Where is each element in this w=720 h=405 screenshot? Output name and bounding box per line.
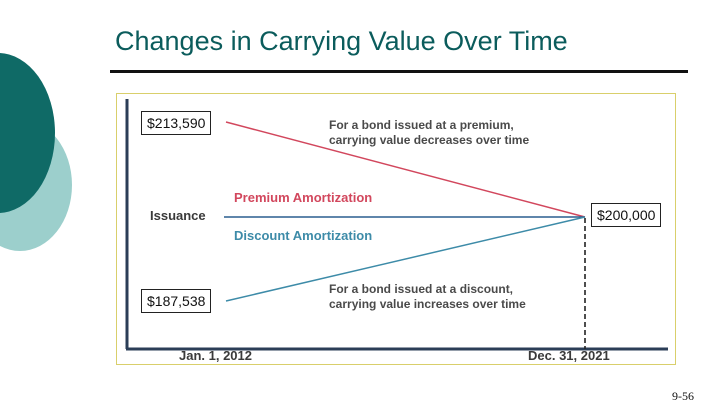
carrying-value-diagram: Issuance Premium Amortization Discount A… [125,99,668,363]
page-number: 9-56 [672,389,694,403]
premium-start-value-box: $213,590 [141,111,212,135]
premium-amortization-label: Premium Amortization [234,190,372,205]
discount-note-line2: carrying value increases over time [329,297,526,311]
diagram-frame [116,93,676,365]
page-title: Changes in Carrying Value Over Time [115,26,568,56]
title-divider [110,70,688,73]
discount-amortization-label: Discount Amortization [234,228,372,243]
discount-amortization-line [225,216,586,302]
premium-note-line1: For a bond issued at a premium, [329,118,514,132]
premium-amortization-line [225,121,586,218]
discount-start-value-box: $187,538 [141,289,212,313]
start-date-label: Jan. 1, 2012 [179,348,252,363]
end-date-label: Dec. 31, 2021 [528,348,610,363]
dark-teal-circle [0,53,55,213]
decorative-circles [0,53,72,251]
face-value-box: $200,000 [591,203,662,227]
issuance-label: Issuance [150,208,206,223]
discount-note-line1: For a bond issued at a discount, [329,282,513,296]
premium-note-line2: carrying value decreases over time [329,133,529,147]
